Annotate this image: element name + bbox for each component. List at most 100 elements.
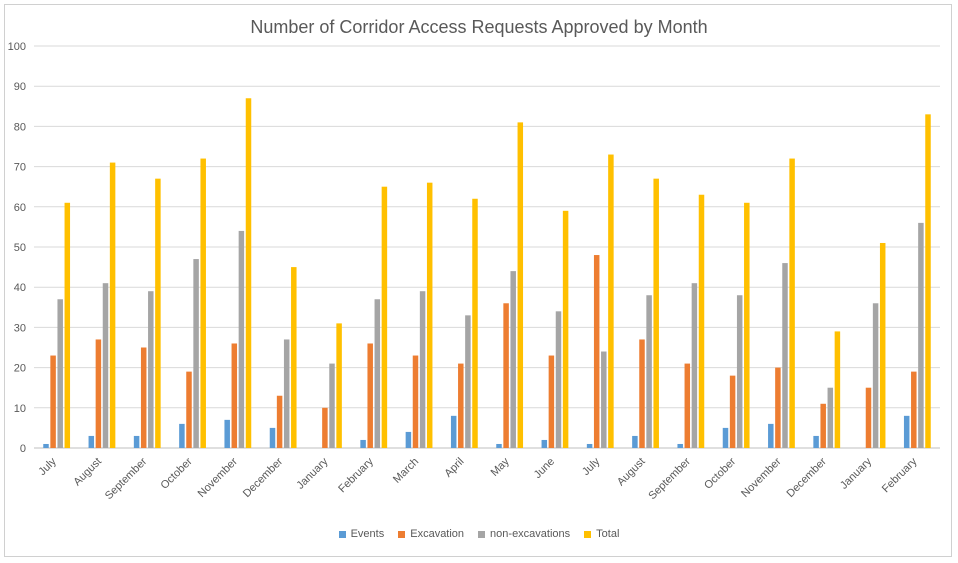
x-tick-label: June <box>532 456 557 481</box>
bar-total <box>155 178 161 448</box>
x-tick-label: July <box>36 455 59 478</box>
bar-excavation <box>548 355 555 448</box>
x-tick-label: July <box>580 455 603 478</box>
bar-non-excavations <box>555 311 562 448</box>
bar-total <box>698 194 705 448</box>
y-tick-label: 20 <box>14 363 26 375</box>
bar-non-excavations <box>601 351 607 448</box>
bar-non-excavations <box>691 283 698 448</box>
bar-excavation <box>50 355 56 448</box>
bar-non-excavations <box>782 263 788 448</box>
legend-swatch <box>584 530 592 538</box>
legend-item: Excavation <box>398 528 464 540</box>
bar-excavation <box>684 363 691 448</box>
bar-events <box>224 419 230 448</box>
bar-total <box>291 267 297 448</box>
bar-events <box>43 443 49 448</box>
bar-total <box>426 182 433 448</box>
bar-events <box>179 423 185 448</box>
legend-label: non-excavations <box>490 528 571 540</box>
bar-non-excavations <box>872 303 879 448</box>
bar-events <box>88 435 95 448</box>
bar-non-excavations <box>329 363 335 448</box>
bar-excavation <box>231 343 238 448</box>
y-tick-label: 50 <box>14 242 26 254</box>
x-tick-label: November <box>196 455 241 500</box>
x-tick-label: August <box>615 456 648 489</box>
x-tick-label: February <box>336 455 376 495</box>
bar-non-excavations <box>419 291 426 448</box>
y-tick-label: 30 <box>14 322 26 334</box>
bar-non-excavations <box>193 259 199 448</box>
bar-events <box>632 435 638 448</box>
x-tick-label: May <box>489 455 513 479</box>
y-tick-label: 90 <box>14 81 26 93</box>
legend-label: Total <box>596 528 620 540</box>
bar-total <box>381 186 388 448</box>
bar-events <box>768 423 774 448</box>
legend-label: Excavation <box>410 528 465 540</box>
x-tick-label: December <box>785 455 830 500</box>
bar-total <box>245 98 252 448</box>
bar-events <box>813 435 819 448</box>
bar-events <box>677 443 683 448</box>
x-tick-label: December <box>241 455 286 500</box>
x-tick-label: October <box>159 455 195 491</box>
legend-swatch <box>478 530 486 538</box>
bar-excavation <box>458 363 464 448</box>
bar-excavation <box>729 375 736 448</box>
bar-total <box>789 158 795 448</box>
y-tick-label: 100 <box>8 41 26 53</box>
bars <box>43 98 931 449</box>
bar-excavation <box>911 371 917 448</box>
x-tick-label: January <box>838 455 875 492</box>
bar-excavation <box>140 347 147 448</box>
bar-excavation <box>412 355 419 448</box>
bar-events <box>450 415 457 448</box>
bar-non-excavations <box>148 291 154 448</box>
bar-total <box>472 198 478 448</box>
bar-excavation <box>820 403 826 448</box>
bar-total <box>879 242 886 448</box>
bar-total <box>925 114 931 448</box>
y-tick-label: 40 <box>14 282 26 294</box>
bar-non-excavations <box>374 299 381 448</box>
bar-events <box>133 435 140 448</box>
bar-total <box>200 158 206 448</box>
bar-non-excavations <box>736 295 743 448</box>
bar-non-excavations <box>918 222 924 448</box>
bar-events <box>722 427 729 448</box>
bar-total <box>834 331 841 448</box>
chart-title: Number of Corridor Access Requests Appro… <box>250 17 708 37</box>
bar-excavation <box>775 367 781 448</box>
bar-total <box>744 202 750 448</box>
bar-total <box>608 154 614 449</box>
bar-non-excavations <box>510 271 516 448</box>
bar-non-excavations <box>102 283 109 448</box>
y-tick-label: 0 <box>20 443 26 455</box>
x-tick-label: September <box>103 455 150 502</box>
bar-events <box>541 439 548 448</box>
bar-non-excavations <box>57 299 63 448</box>
bar-events <box>586 443 593 448</box>
x-tick-label: August <box>71 456 104 489</box>
bar-events <box>903 415 910 448</box>
bar-non-excavations <box>238 230 245 448</box>
bar-non-excavations <box>283 339 290 448</box>
bar-total <box>336 323 342 448</box>
bar-total <box>64 202 71 448</box>
legend-item: non-excavations <box>478 528 570 540</box>
bar-total <box>562 210 569 448</box>
bar-excavation <box>276 395 283 448</box>
y-tick-label: 60 <box>14 202 26 214</box>
bar-excavation <box>639 339 645 448</box>
legend-swatch <box>338 530 346 538</box>
legend: Events Excavation non-excavations Total <box>0 528 958 540</box>
y-tick-label: 80 <box>14 121 26 133</box>
y-tick-label: 10 <box>14 403 26 415</box>
bar-total <box>517 122 524 448</box>
bar-excavation <box>322 407 328 448</box>
bar-non-excavations <box>646 295 652 448</box>
